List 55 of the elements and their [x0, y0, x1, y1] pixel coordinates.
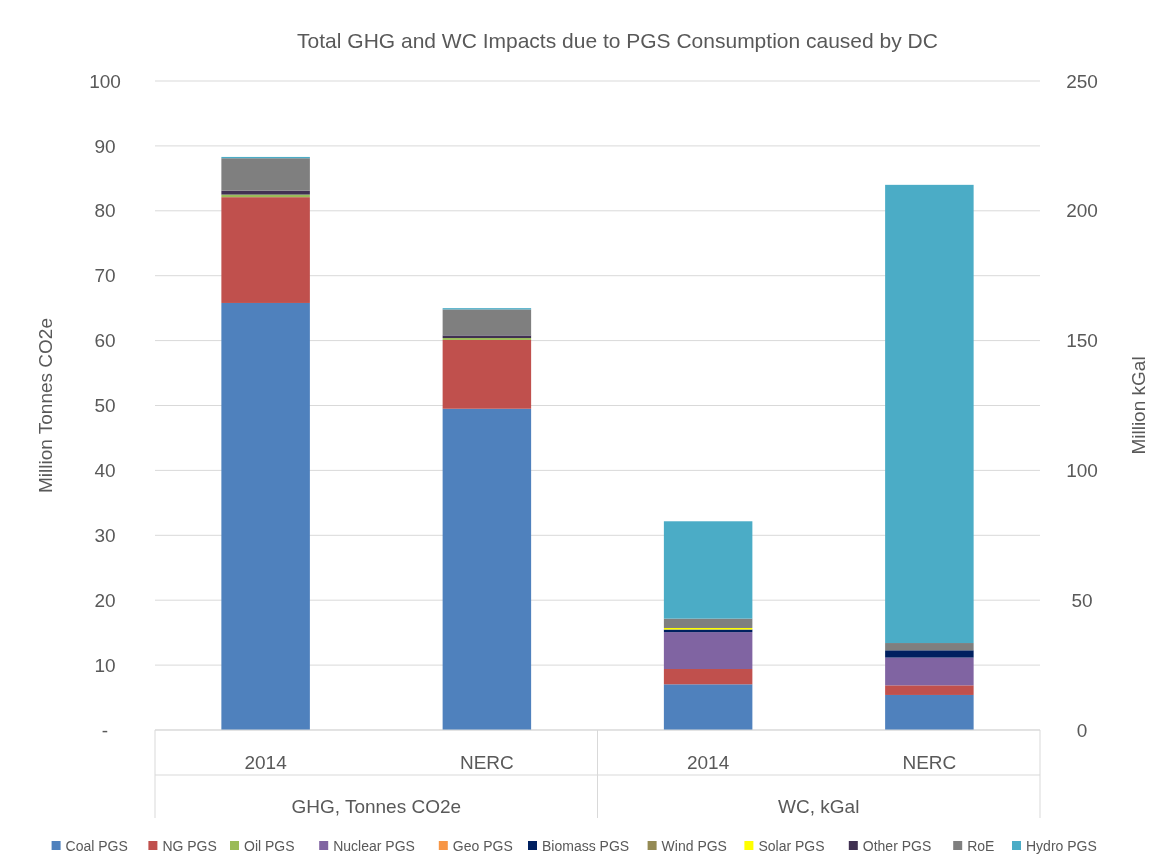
legend-label: Biomass PGS — [542, 837, 630, 854]
bar — [885, 643, 974, 651]
legend-label: Nuclear PGS — [333, 837, 415, 854]
bar — [442, 309, 532, 336]
chart-title: Total GHG and WC Impacts due to PGS Consumption caused by DC — [297, 29, 938, 52]
bar — [442, 339, 532, 409]
bar — [221, 158, 310, 191]
y-tick-label: 70 — [94, 265, 116, 287]
legend-label: Hydro PGS — [1026, 837, 1097, 854]
y-tick-label: 100 — [89, 70, 121, 92]
legend-label: RoE — [967, 837, 995, 854]
y-tick-label: 60 — [94, 330, 116, 352]
bar — [885, 694, 974, 730]
y-tick-label: 30 — [94, 524, 116, 546]
x-tick-label: NERC — [902, 751, 957, 773]
y2-tick-label: 200 — [1066, 200, 1098, 222]
y2-tick-label: 100 — [1066, 460, 1098, 482]
text: GHG, Tonnes CO2e — [291, 795, 462, 817]
y-tick-label: 10 — [94, 654, 116, 676]
bar — [442, 408, 532, 730]
legend-label: NG PGS — [162, 837, 217, 854]
y2-tick-label: 250 — [1066, 70, 1098, 92]
legend-label: Geo PGS — [452, 837, 513, 854]
y2-axis-title: Million kGal — [1128, 356, 1149, 455]
x-tick-label: 2014 — [686, 751, 730, 773]
x-tick-label: 2014 — [244, 751, 288, 773]
bar — [221, 190, 310, 195]
bar — [221, 302, 310, 730]
x-tick-label: NERC — [459, 751, 514, 773]
legend-label: Coal PGS — [65, 837, 128, 854]
y-axis-title: Million Tonnes CO2e — [35, 318, 56, 493]
bar — [885, 685, 974, 695]
legend-label: Solar PGS — [758, 837, 825, 854]
bar — [663, 684, 753, 730]
y2-tick-label: 50 — [1071, 589, 1093, 611]
y-tick-label: 80 — [94, 200, 116, 222]
legend-label: Other PGS — [862, 837, 932, 854]
bar — [663, 618, 753, 628]
legend-label: Oil PGS — [244, 837, 295, 854]
bar — [885, 184, 974, 644]
bar — [663, 668, 753, 685]
y2-tick-label: 150 — [1066, 330, 1098, 352]
bar — [663, 632, 753, 669]
y-tick-label: 90 — [94, 135, 116, 157]
text: WC, kGal — [778, 795, 860, 817]
bar — [663, 521, 753, 619]
y-tick-label: - — [101, 719, 109, 741]
bar — [885, 650, 974, 658]
y-tick-label: 50 — [94, 395, 116, 417]
y-tick-label: 40 — [94, 460, 116, 482]
y2-tick-label: 0 — [1076, 719, 1088, 741]
legend-label: Wind PGS — [661, 837, 727, 854]
bar — [885, 657, 974, 686]
bar — [221, 197, 310, 303]
y-tick-label: 20 — [94, 589, 116, 611]
